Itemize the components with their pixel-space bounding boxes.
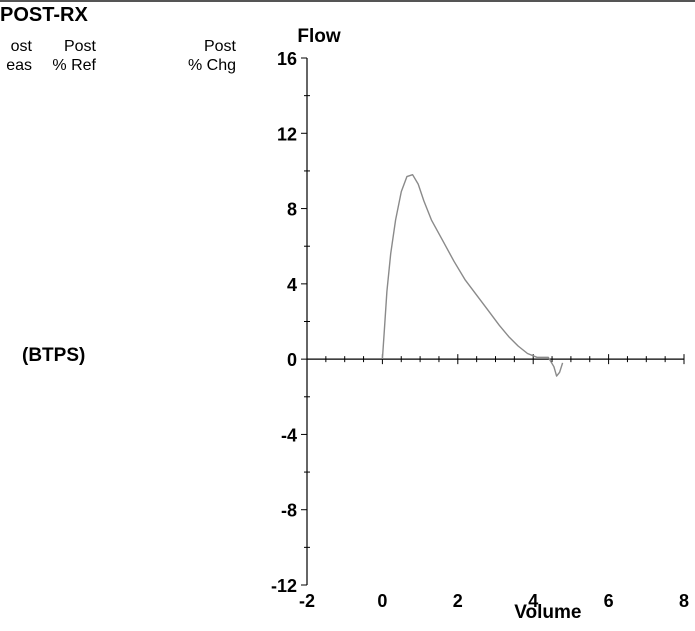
x-tick-label: 2	[453, 591, 463, 611]
x-axis-title: Volume	[514, 602, 581, 623]
x-tick-label: -2	[299, 591, 315, 611]
y-tick-label: 8	[287, 200, 297, 220]
section-title: POST-RX	[0, 4, 88, 26]
column-header-line1: Post	[203, 38, 236, 55]
y-tick-label: -8	[281, 501, 297, 521]
column-header-line1: ost	[10, 38, 32, 55]
column-header-line1: Post	[63, 38, 96, 55]
y-tick-label: -12	[271, 576, 297, 596]
flow-volume-curve	[381, 174, 564, 377]
column-header-line2: % Chg	[187, 57, 236, 74]
y-tick-label: 4	[287, 275, 297, 295]
units-label: (BTPS)	[22, 345, 86, 366]
x-tick-label: 4	[528, 591, 538, 611]
chart-marks	[381, 174, 564, 377]
y-tick-label: 12	[277, 124, 297, 144]
column-header-post-chg: Post % Chg	[150, 37, 236, 75]
x-tick-label: 0	[377, 591, 387, 611]
column-header-post-meas: ost eas	[0, 37, 32, 75]
y-axis-title: Flow	[297, 26, 340, 47]
x-tick-label: 8	[679, 591, 689, 611]
x-tick-label: 6	[604, 591, 614, 611]
chart-labels: 16 12 8 4 0 -4 -8 -12-2 0 2 4 6 8 Flow Volume	[271, 26, 689, 623]
y-tick-label: 0	[287, 350, 297, 370]
y-tick-label: -4	[281, 425, 297, 445]
y-tick-label: 16	[277, 49, 297, 69]
column-header-line2: % Ref	[52, 57, 96, 74]
column-header-post-ref: Post % Ref	[40, 37, 96, 75]
header-rule	[0, 0, 695, 2]
chart-axes	[301, 57, 685, 586]
column-header-line2: eas	[6, 57, 32, 74]
